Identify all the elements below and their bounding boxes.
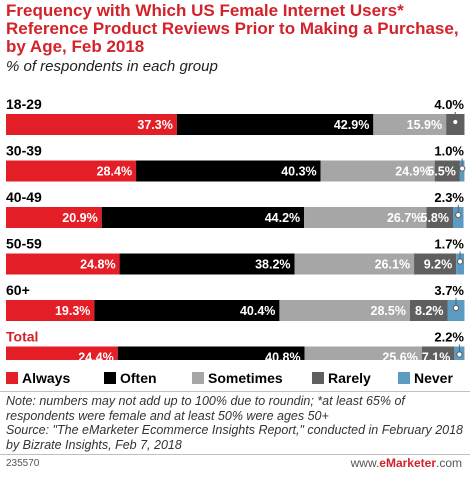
bar-segment [6,253,120,275]
data-label: 7.1% [422,351,451,361]
callout-dot [459,165,466,172]
callout-label: 1.7% [434,237,464,252]
data-label: 24.4% [78,351,113,361]
legend-swatch-always [6,372,18,384]
bar-segment [119,253,295,275]
brand-suffix: .com [435,456,462,470]
category-label: 40-49 [6,189,42,205]
source-line: Source: "The eMarketer Ecommerce Insight… [6,423,464,452]
callout-label: 4.0% [434,97,464,112]
data-label: 26.7% [387,211,422,225]
data-label: 40.4% [240,304,275,318]
bar-segment [414,253,457,275]
data-label: 24.8% [80,258,115,272]
data-label: 28.5% [371,304,406,318]
data-label: 5.5% [427,165,456,179]
bar-segment [434,160,460,182]
stacked-bar-chart: 18-29 37.3% 42.9% 15.9% 4.0% 30-39 28.4% 40.3% 2… [6,96,466,361]
bar-segment [6,346,118,360]
bar-segment [320,160,435,182]
legend-label-sometimes: Sometimes [208,370,283,386]
data-label: 8.2% [415,304,444,318]
data-label: 15.9% [407,118,442,132]
data-label: 9.2% [424,258,453,272]
bar-segment [94,300,280,321]
bar-segment [304,346,422,360]
bar-segment [136,160,321,182]
callout-label: 2.2% [434,330,464,345]
callout-dot [456,351,463,358]
brand-name: eMarketer [379,456,436,470]
bar-segment [6,300,95,321]
legend-label-rarely: Rarely [328,370,371,386]
notes-divider [0,391,470,392]
bar-segment [421,346,455,360]
category-label: 60+ [6,282,30,298]
data-label: 20.9% [62,211,97,225]
chart-subtitle: % of respondents in each group [6,58,218,75]
legend-label-often: Often [120,370,157,386]
legend-swatch-rarely [312,372,324,384]
note-line: Note: numbers may not add up to 100% due… [6,394,405,423]
bar-segment [304,207,427,228]
bar-segment [279,300,410,321]
brand-logo: www.eMarketer.com [351,456,462,470]
category-label: 30-39 [6,143,42,159]
data-label: 37.3% [137,118,172,132]
callout-label: 1.0% [434,144,464,159]
data-label: 40.8% [265,351,300,361]
data-label: 38.2% [255,258,290,272]
callout-dot [455,211,462,219]
legend-label-never: Never [414,370,453,386]
category-label: Total [6,329,38,345]
data-label: 5.8% [421,211,450,225]
brand-prefix: www. [350,456,380,470]
data-label: 24.9% [395,165,430,179]
bar-segment [294,253,415,275]
data-label: 19.3% [55,304,90,318]
chart-title: Frequency with Which US Female Internet … [6,1,459,56]
category-label: 50-59 [6,236,42,252]
legend-swatch-never [398,372,410,384]
chart-legend: Always Often Sometimes Rarely Never [6,370,470,386]
category-label: 18-29 [6,96,42,112]
callout-label: 2.3% [434,190,464,205]
data-label: 25.6% [382,351,417,361]
data-label: 42.9% [334,118,369,132]
footer-divider [0,454,470,455]
callout-dot [457,258,464,265]
chart-id: 235570 [6,458,40,469]
chart-notes: Note: numbers may not add up to 100% due… [6,394,466,452]
bar-segment [6,160,137,182]
bar-segment [117,346,305,360]
callout-label: 3.7% [434,283,464,298]
bar-segment [426,207,454,228]
data-label: 26.1% [375,258,410,272]
legend-swatch-often [104,372,116,384]
legend-swatch-sometimes [192,372,204,384]
bar-segment [409,300,448,321]
bar-segment [176,114,374,135]
legend-label-always: Always [22,370,71,386]
bar-segment [6,207,102,228]
bar-segment [101,207,305,228]
callout-dot [452,304,460,312]
bar-segment [6,114,177,135]
data-label: 44.2% [265,211,300,225]
data-label: 28.4% [97,165,132,179]
bar-segment [373,114,447,135]
data-label: 40.3% [281,165,316,179]
callout-dot [452,118,459,126]
